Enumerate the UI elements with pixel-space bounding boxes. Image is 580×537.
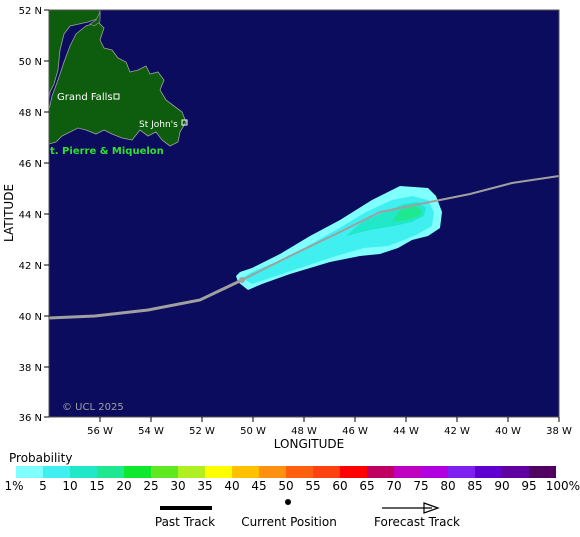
legend-swatch	[70, 466, 97, 478]
legend-swatch	[259, 466, 286, 478]
newfoundland-landmass	[48, 9, 187, 147]
lon-label-48: 48 W	[291, 426, 317, 437]
legend-swatch	[232, 466, 259, 478]
legend-label: 5	[39, 479, 47, 493]
lon-label-56: 56 W	[87, 426, 113, 437]
legend-swatch	[475, 466, 502, 478]
lat-label-40: 40 N	[19, 312, 42, 323]
legend-label: 90	[494, 479, 509, 493]
lat-label-46: 46 N	[19, 159, 42, 170]
legend-label: 70	[386, 479, 401, 493]
legend-label: 40	[224, 479, 239, 493]
legend-swatch	[97, 466, 124, 478]
legend-label: 100%	[546, 479, 580, 493]
legend-swatch	[43, 466, 70, 478]
legend-label: 15	[89, 479, 104, 493]
legend-swatch	[124, 466, 151, 478]
copyright-label: © UCL 2025	[62, 402, 124, 413]
lat-label-48: 48 N	[19, 108, 42, 119]
lon-label-54: 54 W	[138, 426, 164, 437]
legend-label: 55	[305, 479, 320, 493]
legend-label: 65	[359, 479, 374, 493]
legend-swatch	[421, 466, 448, 478]
legend-label: 35	[197, 479, 212, 493]
legend-label: 20	[116, 479, 131, 493]
y-axis-title: LATITUDE	[2, 184, 16, 242]
grand-falls-marker	[113, 93, 120, 100]
lat-label-42: 42 N	[19, 261, 42, 272]
legend-swatch	[151, 466, 178, 478]
legend-swatch	[313, 466, 340, 478]
lon-label-46: 46 W	[342, 426, 368, 437]
legend-label: 50	[278, 479, 293, 493]
legend-label: 10	[62, 479, 77, 493]
legend-label: 80	[440, 479, 455, 493]
lat-label-38: 38 N	[19, 363, 42, 374]
st-johns-marker	[181, 119, 188, 126]
lon-label-50: 50 W	[240, 426, 266, 437]
city-label-grand-falls: Grand Falls	[57, 92, 113, 103]
legend-label: 60	[332, 479, 347, 493]
legend-swatch	[340, 466, 367, 478]
region-label-st-pierre-miquelon: t. Pierre & Miquelon	[50, 146, 164, 157]
lat-label-50: 50 N	[19, 57, 42, 68]
probability-scale-labels: 1% 5 10 15 20 25 30 35 40 45 50 55 60 65 70 75 80 85 90 95 1…	[4, 479, 580, 493]
longitude-ticks: 56 W 54 W 52 W 50 W 48 W 46 W 44 W 42 W …	[87, 417, 572, 437]
legend-label: 85	[467, 479, 482, 493]
forecast-track-legend-label: Forecast Track	[374, 515, 460, 529]
legend-swatch	[448, 466, 475, 478]
city-label-st-johns: St John's	[139, 120, 178, 130]
lat-label-36: 36 N	[19, 413, 42, 424]
past-track-legend-label: Past Track	[155, 515, 215, 529]
past-track-line	[48, 278, 243, 320]
legend-swatch	[529, 466, 556, 478]
latitude-ticks: 52 N 50 N 48 N 46 N 44 N 42 N 40 N 38 N …	[19, 6, 49, 424]
lon-label-40: 40 W	[495, 426, 521, 437]
lon-label-42: 42 W	[444, 426, 470, 437]
legend-label: 30	[170, 479, 185, 493]
lat-label-44: 44 N	[19, 210, 42, 221]
lon-label-44: 44 W	[393, 426, 419, 437]
x-axis-title: LONGITUDE	[274, 437, 344, 451]
legend-swatch	[502, 466, 529, 478]
lon-label-38: 38 W	[546, 426, 572, 437]
legend-label: 75	[413, 479, 428, 493]
probability-color-scale	[16, 466, 556, 478]
legend-label: 45	[251, 479, 266, 493]
current-position-legend-symbol	[285, 499, 291, 505]
legend-title: Probability	[9, 451, 72, 465]
legend-swatch	[286, 466, 313, 478]
probability-swath	[236, 186, 442, 290]
forecast-track-arrowhead	[423, 502, 440, 514]
legend-swatch	[178, 466, 205, 478]
forecast-track-line	[241, 175, 560, 281]
legend-label: 95	[521, 479, 536, 493]
legend-label: 1%	[4, 479, 23, 493]
current-position-marker	[239, 277, 245, 283]
lat-label-52: 52 N	[19, 6, 42, 17]
current-position-legend-label: Current Position	[241, 515, 337, 529]
lon-label-52: 52 W	[189, 426, 215, 437]
legend-swatch	[16, 466, 43, 478]
legend-swatch	[367, 466, 394, 478]
legend-swatch	[394, 466, 421, 478]
legend-label: 25	[143, 479, 158, 493]
legend-swatch	[205, 466, 232, 478]
